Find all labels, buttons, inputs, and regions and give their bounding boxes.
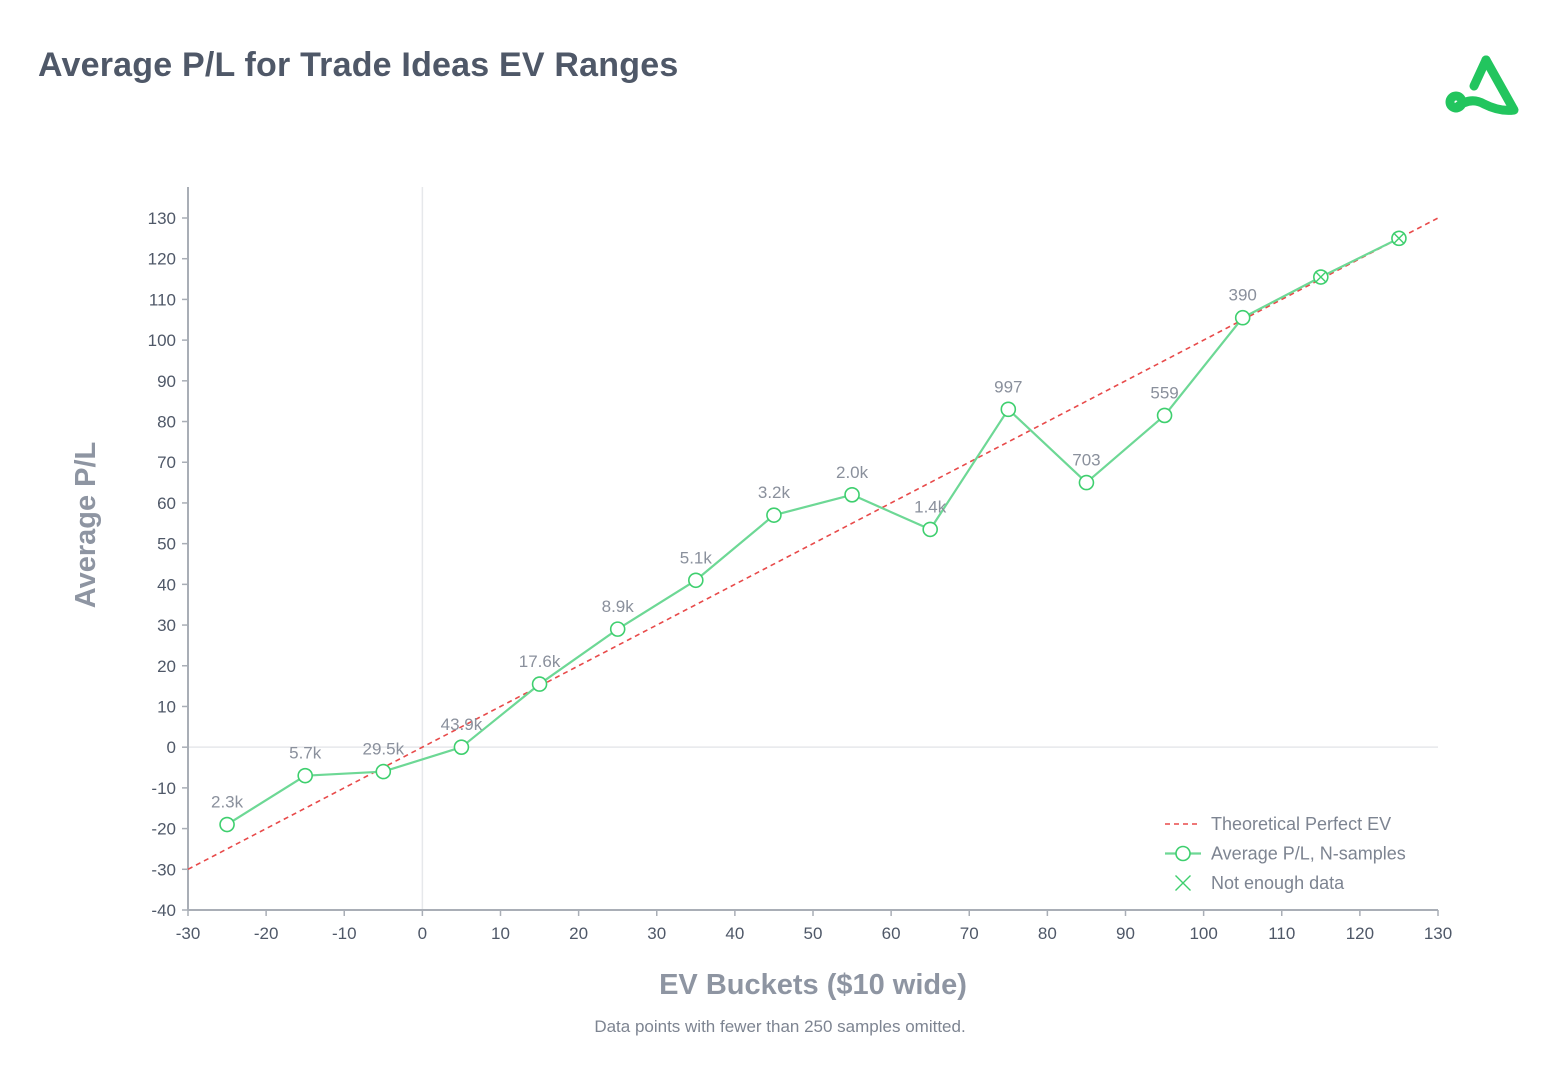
legend-label: Average P/L, N-samples xyxy=(1211,844,1406,864)
data-label: 703 xyxy=(1072,451,1100,470)
data-label: 2.0k xyxy=(836,463,869,482)
data-label: 17.6k xyxy=(519,652,561,671)
series-line-average-pl xyxy=(226,237,1400,826)
data-point-marker xyxy=(1156,407,1173,424)
y-tick-label: -20 xyxy=(151,820,176,839)
y-axis-title: Average P/L xyxy=(70,442,102,609)
x-tick-label: 100 xyxy=(1189,924,1217,943)
data-point-marker xyxy=(1000,401,1017,418)
y-tick-label: 120 xyxy=(148,250,176,269)
data-label: 5.1k xyxy=(680,548,713,567)
data-point-marker xyxy=(766,507,782,523)
x-tick-label: 130 xyxy=(1424,924,1452,943)
data-point-marker xyxy=(1078,474,1095,491)
data-point-marker xyxy=(375,763,392,780)
data-label: 1.4k xyxy=(914,497,947,516)
brand-triangle-logo-icon xyxy=(1445,55,1519,115)
y-tick-label: 70 xyxy=(157,453,176,472)
footnote: Data points with fewer than 250 samples … xyxy=(594,1017,966,1036)
x-tick-label: 30 xyxy=(647,924,666,943)
y-tick-label: 10 xyxy=(157,697,176,716)
x-tick-label: -30 xyxy=(176,924,201,943)
legend-label: Theoretical Perfect EV xyxy=(1211,814,1391,834)
y-tick-label: 50 xyxy=(157,535,176,554)
data-point-marker xyxy=(453,739,470,755)
y-tick-label: 0 xyxy=(167,738,176,757)
x-tick-label: 110 xyxy=(1268,924,1295,943)
chart-title: Average P/L for Trade Ideas EV Ranges xyxy=(38,46,679,84)
data-point-marker xyxy=(297,767,313,784)
reference-line-theoretical-ev xyxy=(187,217,1439,871)
y-tick-label: 130 xyxy=(148,209,176,228)
data-label: 29.5k xyxy=(363,740,405,759)
y-tick-label: 30 xyxy=(157,616,176,635)
data-label: 390 xyxy=(1229,286,1257,305)
data-point-marker xyxy=(531,676,548,692)
not-enough-data-x-marker xyxy=(1392,232,1405,245)
y-tick-label: 80 xyxy=(157,413,176,432)
legend-label: Not enough data xyxy=(1211,873,1345,893)
x-tick-label: 70 xyxy=(960,924,979,943)
y-tick-label: 20 xyxy=(157,657,176,676)
data-label: 8.9k xyxy=(602,597,635,616)
data-point-marker xyxy=(609,621,626,637)
x-tick-label: 80 xyxy=(1038,924,1057,943)
not-enough-data-x-marker xyxy=(1314,271,1327,284)
y-tick-label: -10 xyxy=(151,779,176,798)
y-tick-label: -30 xyxy=(151,860,176,879)
x-tick-label: 90 xyxy=(1116,924,1135,943)
x-tick-label: 40 xyxy=(725,924,744,943)
data-point-marker xyxy=(844,486,860,503)
data-label: 997 xyxy=(994,377,1022,396)
data-label: 2.3k xyxy=(211,793,244,812)
data-label: 43.9k xyxy=(441,715,483,734)
legend: Theoretical Perfect EV Average P/L, N-sam… xyxy=(1165,814,1406,893)
x-tick-label: -20 xyxy=(254,924,279,943)
x-axis-title: EV Buckets ($10 wide) xyxy=(659,969,967,1001)
x-tick-label: 60 xyxy=(882,924,901,943)
data-point-marker xyxy=(1234,309,1251,326)
x-tick-label: 0 xyxy=(418,924,427,943)
y-tick-label: 100 xyxy=(148,331,176,350)
data-label: 3.2k xyxy=(758,483,791,502)
y-tick-label: 90 xyxy=(157,372,176,391)
y-tick-label: 110 xyxy=(149,290,176,309)
data-label: 559 xyxy=(1150,383,1178,402)
y-tick-label: 40 xyxy=(157,575,176,594)
x-tick-label: 120 xyxy=(1346,924,1374,943)
data-point-marker xyxy=(922,521,938,538)
y-tick-label: -40 xyxy=(151,901,176,920)
x-tick-label: 50 xyxy=(804,924,823,943)
data-point-marker xyxy=(688,572,704,589)
data-point-marker xyxy=(219,816,235,833)
legend-swatch-circle xyxy=(1175,845,1191,862)
y-tick-label: 60 xyxy=(157,494,176,513)
x-tick-label: 20 xyxy=(569,924,588,943)
legend-swatch-x-icon xyxy=(1175,875,1191,891)
data-label: 5.7k xyxy=(289,744,322,763)
x-tick-label: -10 xyxy=(332,924,357,943)
x-tick-label: 10 xyxy=(491,924,510,943)
